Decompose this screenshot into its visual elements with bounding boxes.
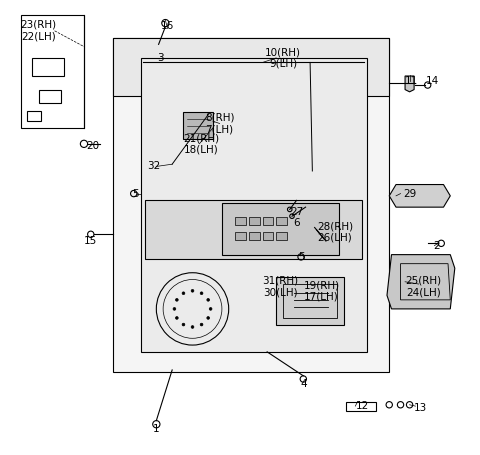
Polygon shape (145, 200, 362, 259)
Text: 4: 4 (300, 379, 307, 389)
Circle shape (182, 292, 185, 294)
Polygon shape (113, 38, 389, 372)
Text: 20: 20 (86, 141, 99, 151)
Text: 13: 13 (414, 404, 428, 414)
Circle shape (176, 317, 178, 319)
Polygon shape (183, 112, 213, 139)
Polygon shape (405, 76, 414, 92)
Text: 32: 32 (147, 162, 161, 172)
Text: 6: 6 (293, 218, 300, 228)
Circle shape (209, 308, 212, 310)
Text: 10(RH)
9(LH): 10(RH) 9(LH) (265, 47, 301, 69)
Circle shape (207, 298, 210, 301)
Text: 23(RH)
22(LH): 23(RH) 22(LH) (21, 20, 57, 41)
Circle shape (191, 326, 194, 329)
Circle shape (191, 289, 194, 292)
FancyBboxPatch shape (236, 232, 246, 240)
Text: 1: 1 (153, 424, 160, 434)
Polygon shape (222, 202, 339, 255)
Circle shape (173, 308, 176, 310)
Text: 3: 3 (157, 53, 164, 63)
Text: 2: 2 (433, 241, 440, 251)
Text: 28(RH)
26(LH): 28(RH) 26(LH) (317, 221, 353, 243)
Text: 25(RH)
24(LH): 25(RH) 24(LH) (405, 275, 441, 297)
FancyBboxPatch shape (263, 232, 274, 240)
Text: 16: 16 (161, 21, 174, 31)
FancyBboxPatch shape (236, 217, 246, 225)
Text: 5: 5 (298, 252, 304, 262)
Polygon shape (141, 58, 367, 352)
Text: 21(RH)
18(LH): 21(RH) 18(LH) (183, 133, 220, 155)
Circle shape (182, 323, 185, 326)
Text: 8(RH)
7(LH): 8(RH) 7(LH) (205, 113, 234, 134)
Text: 12: 12 (356, 401, 369, 411)
Text: 31(RH)
30(LH): 31(RH) 30(LH) (263, 275, 299, 297)
Text: 11: 11 (405, 76, 419, 86)
Text: 19(RH)
17(LH): 19(RH) 17(LH) (303, 280, 339, 302)
Circle shape (200, 292, 203, 294)
Polygon shape (276, 277, 344, 325)
Polygon shape (389, 185, 450, 207)
FancyBboxPatch shape (276, 232, 287, 240)
FancyBboxPatch shape (249, 217, 260, 225)
Polygon shape (387, 255, 455, 309)
Text: 14: 14 (426, 76, 439, 86)
Text: 29: 29 (403, 188, 416, 198)
Polygon shape (113, 38, 389, 96)
Text: 27: 27 (290, 207, 303, 217)
Circle shape (176, 298, 178, 301)
Circle shape (200, 323, 203, 326)
FancyBboxPatch shape (263, 217, 274, 225)
FancyBboxPatch shape (276, 217, 287, 225)
FancyBboxPatch shape (249, 232, 260, 240)
Circle shape (207, 317, 210, 319)
Text: 5: 5 (132, 188, 139, 198)
Text: 15: 15 (84, 236, 97, 246)
